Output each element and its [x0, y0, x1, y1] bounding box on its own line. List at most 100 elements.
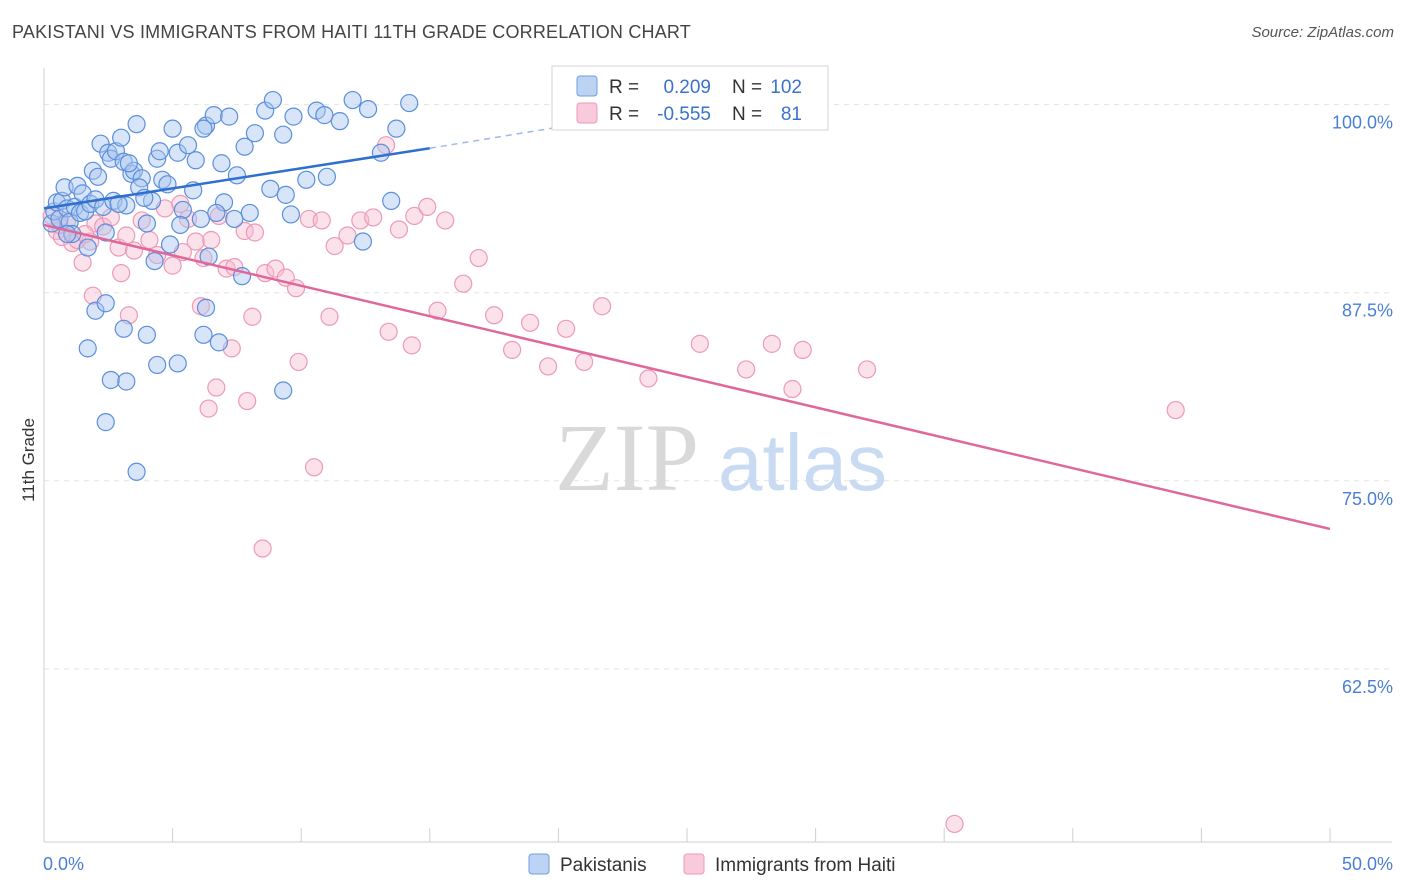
haiti-point	[325, 236, 344, 256]
series-legend: Pakistanis Immigrants from Haiti	[528, 853, 896, 876]
y-tick-labels: 100.0% 87.5% 75.0% 62.5%	[1332, 113, 1393, 697]
haiti-point	[163, 256, 182, 275]
haiti-point	[539, 357, 558, 376]
y-tick-label: 62.5%	[1342, 677, 1393, 697]
pakistanis-point	[235, 137, 254, 156]
pakistanis-point	[78, 238, 97, 257]
pakistanis-point	[343, 90, 362, 110]
pakistanis-point	[86, 301, 105, 320]
haiti-point	[320, 307, 339, 326]
pakistanis-point	[96, 294, 115, 313]
pakistanis-point	[400, 93, 419, 113]
haiti-point	[639, 369, 658, 388]
chart-title: PAKISTANI VS IMMIGRANTS FROM HAITI 11TH …	[12, 22, 692, 42]
haiti-point	[454, 274, 473, 293]
pakistanis-point	[78, 339, 97, 358]
watermark-zip: ZIP	[555, 404, 699, 511]
legend-box	[551, 65, 829, 131]
haiti-point	[945, 814, 964, 834]
haiti-point	[202, 230, 221, 250]
haiti-point	[73, 253, 92, 272]
legend-r-label-2: R =	[609, 104, 639, 125]
haiti-point	[199, 399, 218, 418]
grid-lines	[44, 104, 1392, 670]
pakistanis-point	[225, 209, 244, 229]
haiti-point	[737, 360, 756, 379]
pakistanis-point	[371, 143, 391, 162]
haiti-point	[690, 334, 709, 353]
pakistanis-point	[137, 214, 156, 233]
legend-n-label-1: N =	[732, 77, 762, 98]
haiti-point	[783, 379, 802, 399]
haiti-point	[418, 197, 437, 217]
haiti-point	[245, 223, 265, 242]
haiti-point	[253, 539, 272, 558]
pakistanis-trend-line	[43, 146, 430, 210]
pakistanis-point	[145, 251, 164, 271]
legend-n-label-2: N =	[732, 104, 762, 125]
pakistanis-point	[117, 196, 136, 215]
legend-swatch-pakistanis	[576, 75, 598, 97]
pakistanis-point	[212, 154, 231, 173]
legend-n-value-2: 81	[781, 104, 802, 125]
y-tick-label: 87.5%	[1342, 301, 1393, 321]
pakistanis-point	[194, 325, 213, 344]
pakistanis-point	[263, 90, 283, 110]
watermark: ZIP atlas	[555, 404, 887, 511]
legend-r-value-2: -0.555	[657, 104, 711, 125]
haiti-point	[503, 340, 522, 359]
axes	[43, 68, 1392, 843]
haiti-point	[243, 307, 262, 326]
haiti-point	[793, 340, 812, 359]
pakistanis-point	[150, 142, 169, 161]
pakistanis-point	[127, 462, 146, 481]
pakistanis-point	[387, 119, 406, 138]
haiti-point	[140, 230, 159, 250]
haiti-point	[186, 232, 205, 251]
pakistanis-point	[245, 124, 265, 143]
haiti-point	[405, 206, 424, 226]
haiti-point	[485, 306, 504, 325]
pakistanis-point	[274, 381, 293, 400]
x-tick-label-min: 0.0%	[43, 854, 84, 874]
pakistanis-point	[261, 179, 280, 198]
y-tick-label: 75.0%	[1342, 489, 1393, 509]
haiti-point	[117, 226, 136, 245]
bottom-legend-haiti: Immigrants from Haiti	[715, 855, 896, 876]
haiti-point	[402, 336, 421, 355]
pakistanis-point	[96, 413, 115, 432]
pakistanis-point	[127, 115, 146, 134]
pakistanis-point	[130, 178, 149, 197]
haiti-point	[436, 211, 455, 230]
haiti-point	[304, 458, 324, 477]
pakistanis-point	[88, 167, 108, 186]
bottom-legend-pakistanis: Pakistanis	[560, 855, 647, 876]
pakistanis-point	[204, 106, 223, 125]
pakistanis-point	[196, 298, 216, 317]
haiti-point	[289, 352, 308, 372]
legend-r-value-1: 0.209	[663, 77, 711, 98]
haiti-point	[266, 259, 285, 278]
series-pakistanis	[42, 90, 419, 481]
y-axis-label: 11th Grade	[19, 418, 38, 502]
haiti-point	[389, 220, 409, 239]
haiti-point	[1166, 400, 1185, 420]
haiti-trend-line	[43, 223, 1331, 531]
bottom-legend-swatch-haiti	[683, 853, 705, 875]
legend-r-label-1: R =	[609, 77, 639, 98]
pakistanis-point	[186, 151, 205, 170]
pakistanis-point	[191, 209, 210, 229]
pakistanis-point	[114, 319, 133, 338]
haiti-point	[207, 378, 226, 397]
pakistanis-point	[119, 154, 138, 173]
pakistanis-point	[101, 370, 120, 390]
haiti-point	[857, 360, 877, 379]
haiti-point	[469, 248, 488, 268]
pakistanis-point	[112, 128, 131, 147]
pakistanis-point	[109, 194, 128, 214]
haiti-point	[132, 211, 151, 230]
haiti-point	[312, 211, 331, 230]
pakistanis-trend-extension	[429, 126, 559, 149]
legend-swatch-haiti	[576, 102, 598, 124]
